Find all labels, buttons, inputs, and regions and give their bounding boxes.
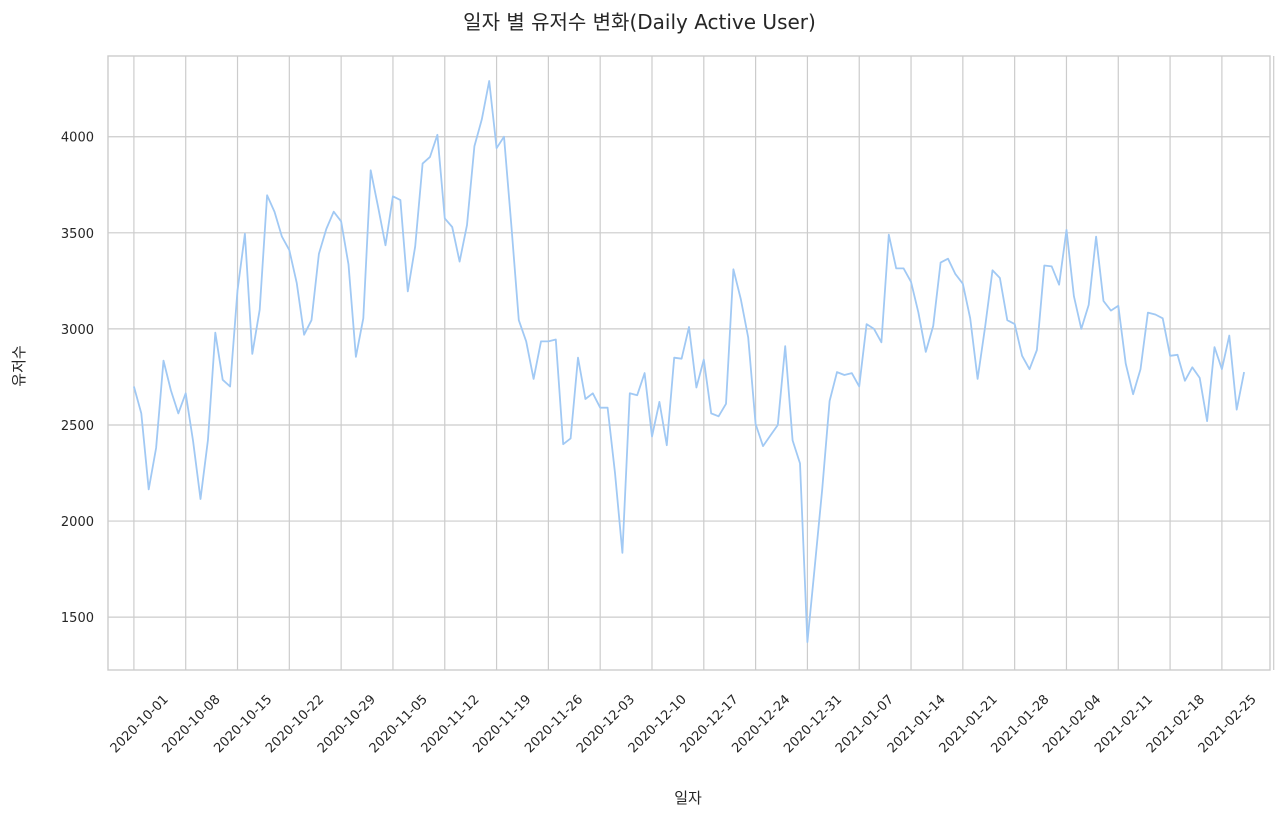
- plot-frame: [107, 55, 1271, 671]
- y-axis-label: 유저수: [10, 345, 28, 386]
- series-line-daily-users: [133, 80, 1245, 643]
- y-tick-label: 1500: [61, 611, 94, 626]
- x-axis-label: 일자: [674, 789, 702, 807]
- x-tick-labels: 2020-10-012020-10-082020-10-152020-10-22…: [108, 692, 1260, 756]
- chart-title: 일자 별 유저수 변화(Daily Active User): [463, 10, 816, 34]
- y-tick-label: 2000: [61, 515, 94, 530]
- y-tick-labels: 1500 2000 2500 3000 3500 4000: [61, 131, 94, 626]
- x-gridlines: [133, 56, 1275, 670]
- y-tick-label: 3000: [61, 323, 94, 338]
- y-tick-label: 4000: [61, 131, 94, 146]
- y-tick-label: 2500: [61, 419, 94, 434]
- y-tick-label: 3500: [61, 227, 94, 242]
- y-gridlines: [108, 136, 1270, 618]
